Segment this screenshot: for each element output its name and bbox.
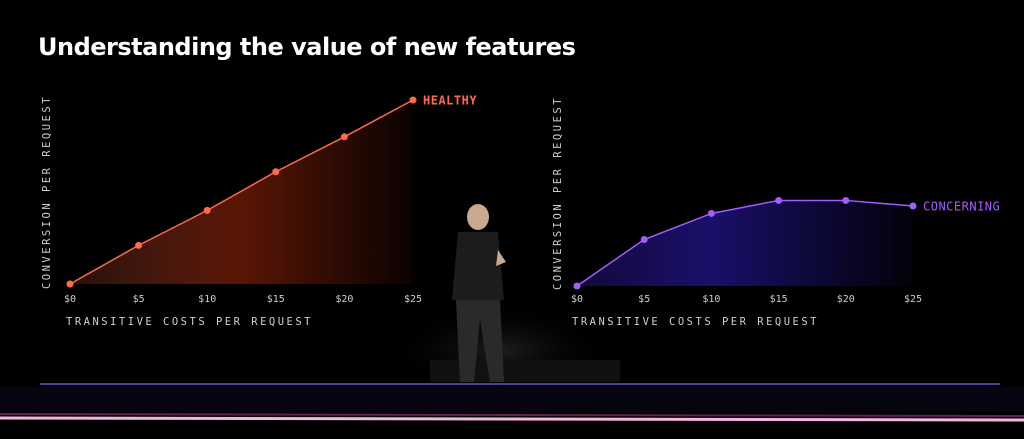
area (577, 200, 913, 286)
point (203, 206, 211, 214)
point (409, 96, 417, 104)
point (775, 196, 783, 204)
x-tick-label: $10 (702, 294, 720, 305)
x-tick-label: $15 (267, 294, 285, 305)
head (467, 204, 489, 230)
point (842, 196, 850, 204)
point (909, 202, 917, 210)
stage-light (0, 416, 1024, 422)
x-tick-label: $10 (198, 294, 216, 305)
point (66, 280, 74, 288)
point (640, 236, 648, 243)
line (576, 199, 914, 287)
stage-glow (0, 413, 1024, 417)
x-tick-label: $5 (133, 294, 145, 305)
y-axis-label: CONVERSION PER REQUEST (552, 96, 564, 290)
stage-front (0, 387, 1024, 412)
line (69, 99, 414, 285)
x-tick-label: $5 (638, 294, 650, 305)
x-tick-label: $25 (404, 294, 422, 305)
y-axis-label: CONVERSION PER REQUEST (41, 95, 53, 289)
point (573, 282, 581, 290)
x-tick-label: $0 (64, 294, 76, 305)
point (135, 241, 143, 249)
x-tick-label: $0 (571, 294, 583, 305)
stage (0, 305, 1024, 422)
stage-step (430, 360, 620, 382)
series-label: CONCERNING (923, 200, 1000, 214)
presenter (452, 204, 506, 382)
x-tick-label: $25 (904, 294, 922, 305)
x-tick-label: $20 (335, 294, 353, 305)
point (272, 168, 280, 176)
x-tick-label: $15 (770, 294, 788, 305)
torso (452, 232, 504, 300)
x-axis-label: TRANSITIVE COSTS PER REQUEST (66, 316, 313, 328)
slide-title: Understanding the value of new features (38, 33, 576, 61)
series-label: HEALTHY (423, 94, 477, 108)
x-axis-label: TRANSITIVE COSTS PER REQUEST (572, 316, 819, 328)
point (340, 133, 348, 141)
legs (456, 300, 504, 382)
x-tick-label: $20 (837, 294, 855, 305)
hands (496, 250, 506, 266)
point (707, 209, 715, 217)
